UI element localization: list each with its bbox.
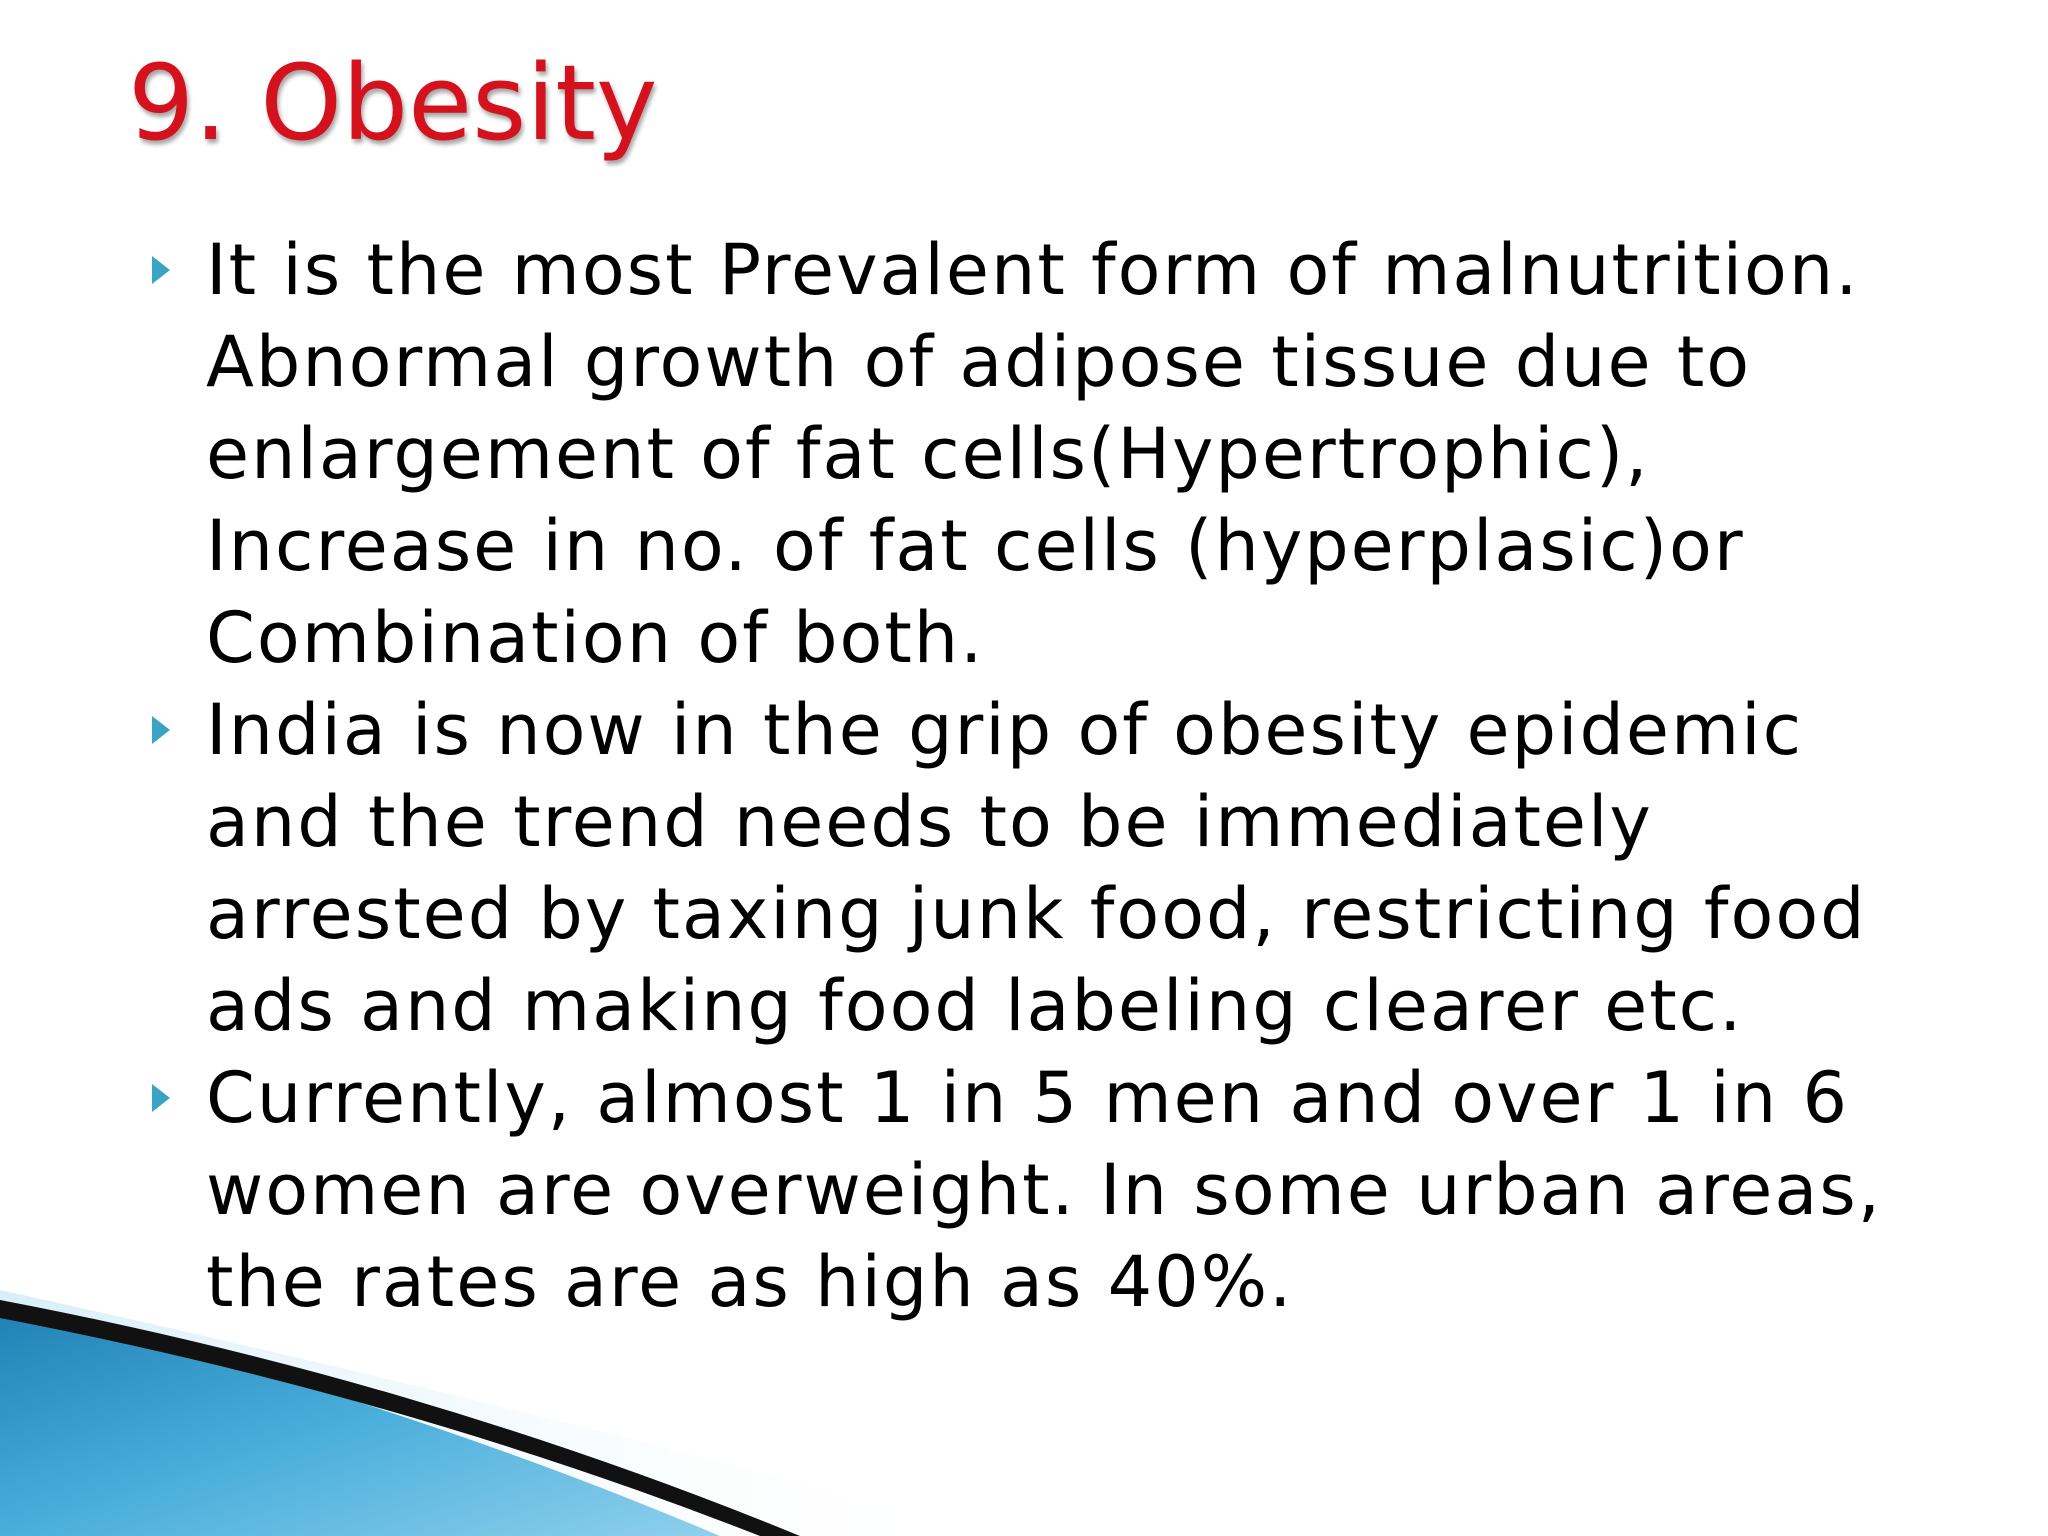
bullet-text: India is now in the grip of obesity epid… — [206, 689, 1867, 1047]
triangle-right-icon — [152, 716, 170, 744]
bullet-text: It is the most Prevalent form of malnutr… — [206, 229, 1860, 679]
bullet-list: It is the most Prevalent form of malnutr… — [140, 224, 1940, 1328]
bullet-item: India is now in the grip of obesity epid… — [140, 684, 1940, 1052]
swoosh-dark-line — [0, 1300, 800, 1536]
bullet-item: It is the most Prevalent form of malnutr… — [140, 224, 1940, 684]
bullet-text: Currently, almost 1 in 5 men and over 1 … — [206, 1057, 1882, 1323]
triangle-right-icon — [152, 256, 170, 284]
slide-title: 9. Obesity — [128, 42, 658, 164]
triangle-right-icon — [152, 1084, 170, 1112]
swoosh-blue-band — [0, 1300, 720, 1536]
bullet-item: Currently, almost 1 in 5 men and over 1 … — [140, 1052, 1940, 1328]
